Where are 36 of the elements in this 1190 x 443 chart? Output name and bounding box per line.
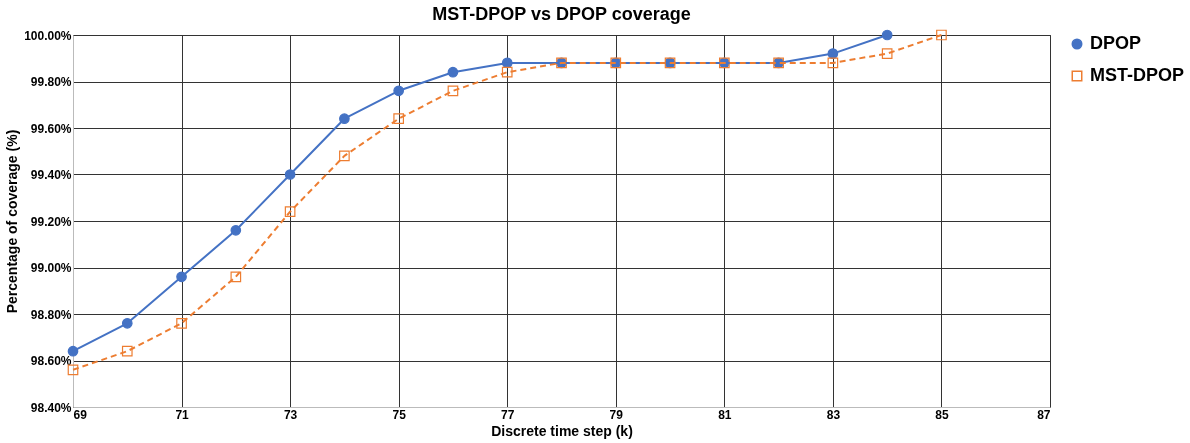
x-tick-label: 87 xyxy=(1037,407,1051,422)
point xyxy=(881,48,893,59)
y-axis-title: Percentage of coverage (%) xyxy=(4,129,21,314)
y-tick-label: 99.20% xyxy=(30,214,72,229)
x-tick-label: 73 xyxy=(283,407,298,422)
point xyxy=(827,57,839,69)
chart-title: MST-DPOP vs DPOP coverage xyxy=(432,3,691,24)
x-axis-title: Discrete time step (k) xyxy=(491,422,633,439)
y-tick-label: 100.00% xyxy=(24,28,72,43)
legend-label: MST-DPOP xyxy=(1090,65,1185,85)
point xyxy=(447,85,459,97)
point xyxy=(339,150,350,162)
point xyxy=(393,113,405,125)
x-tick-label: 85 xyxy=(935,407,949,422)
y-tick-label: 98.80% xyxy=(30,307,72,322)
y-tick-label: 99.60% xyxy=(30,121,72,136)
x-tick-label: 77 xyxy=(501,407,515,422)
point xyxy=(67,364,79,376)
x-tick-label: 71 xyxy=(175,407,190,422)
point xyxy=(230,271,242,283)
x-tick-label: 83 xyxy=(826,407,841,422)
legend-label: DPOP xyxy=(1090,33,1142,53)
point xyxy=(121,345,133,357)
x-tick-label: 75 xyxy=(392,407,407,422)
y-tick-label: 99.40% xyxy=(30,168,72,182)
point xyxy=(284,206,296,218)
x-tick-label: 81 xyxy=(718,407,732,422)
x-tick-label: 79 xyxy=(609,407,624,422)
y-tick-label: 99.80% xyxy=(30,75,72,89)
y-tick-label: 99.00% xyxy=(30,261,72,275)
point xyxy=(176,317,187,329)
y-tick-label: 98.60% xyxy=(30,354,72,368)
point xyxy=(936,29,947,41)
point xyxy=(501,66,513,78)
y-tick-label: 98.40% xyxy=(30,400,72,415)
x-tick-label: 69 xyxy=(73,407,88,422)
